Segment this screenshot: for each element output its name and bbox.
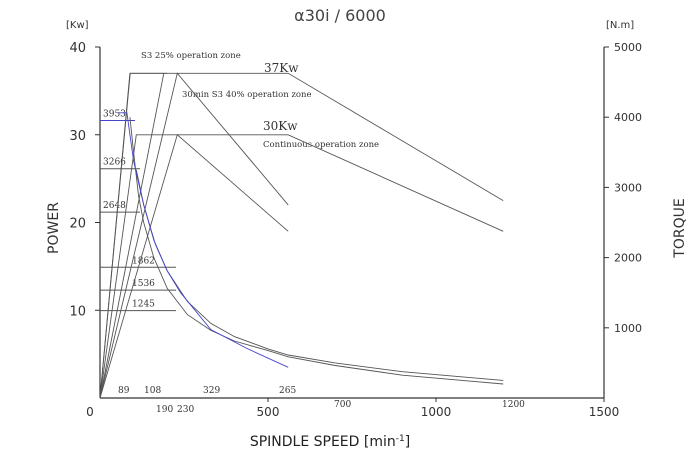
- series-layer: [99, 72, 504, 399]
- series-line-3: [99, 133, 289, 399]
- speed-label: 265: [279, 386, 296, 396]
- chart-title: α30i / 6000: [294, 6, 386, 25]
- x-axis-label: SPINDLE SPEED [min-1]: [250, 434, 410, 450]
- speed-label: 190: [156, 405, 173, 415]
- speed-label: 108: [144, 386, 161, 396]
- y-axis-label-right: TORQUE: [672, 198, 688, 258]
- y-tick-label-left: 10: [69, 304, 86, 319]
- x-axis-label-sup: -1: [396, 434, 405, 444]
- annotation-30kw: 30Kw: [263, 119, 298, 133]
- series-line-2: [99, 72, 289, 399]
- x-tick-label: 500: [257, 405, 280, 419]
- y-tick-label-left: 40: [69, 41, 86, 56]
- x-axis-label-end: ]: [405, 434, 410, 450]
- series-line-0: [99, 72, 504, 399]
- x-ticks: 0 500 1000 1500: [86, 398, 619, 419]
- torque-level-label: 1862: [132, 256, 155, 266]
- y-unit-left: [Kw]: [66, 20, 89, 31]
- y-tick-label-right: 2000: [614, 252, 642, 265]
- y-axis-label-left: POWER: [46, 202, 62, 254]
- series-line-5: [99, 73, 165, 399]
- torque-markers: 3953 3266 2648 1862 1536 1245: [100, 109, 176, 312]
- speed-label: 700: [334, 400, 351, 410]
- annotation-37kw: 37Kw: [264, 61, 299, 75]
- y-tick-label-right: 5000: [614, 41, 642, 54]
- torque-level-label: 3953: [103, 109, 126, 119]
- torque-level-label: 2648: [103, 201, 126, 211]
- x-tick-label: 1000: [421, 405, 452, 419]
- torque-level-label: 1245: [132, 300, 155, 310]
- speed-labels: 89 108 190 230 329 265 700 1200: [118, 386, 525, 415]
- series-line-1: [99, 134, 504, 399]
- speed-label: 329: [203, 386, 220, 396]
- x-tick-label: 0: [86, 405, 94, 419]
- speed-label: 230: [177, 405, 194, 415]
- series-line-6: [129, 117, 504, 385]
- series-line-8: [118, 112, 289, 368]
- y-tick-label-right: 3000: [614, 181, 642, 194]
- y-ticks-right: 1000 2000 3000 4000 5000: [604, 41, 642, 335]
- y-tick-label-left: 30: [69, 129, 86, 144]
- x-tick-label: 1500: [589, 405, 620, 419]
- torque-level-label: 3266: [103, 158, 126, 168]
- y-unit-right: [N.m]: [606, 20, 634, 31]
- x-axis-label-main: SPINDLE SPEED [min: [250, 434, 396, 450]
- speed-label: 89: [118, 386, 130, 396]
- torque-level-label: 1536: [132, 279, 155, 289]
- annotation-s3-25: S3 25% operation zone: [141, 51, 241, 61]
- series-line-4: [99, 72, 168, 399]
- y-tick-label-left: 20: [69, 217, 86, 232]
- annotation-s3-40: 30min S3 40% operation zone: [182, 90, 312, 100]
- annotation-continuous: Continuous operation zone: [263, 140, 379, 150]
- y-tick-label-right: 4000: [614, 111, 642, 124]
- y-tick-label-right: 1000: [614, 322, 642, 335]
- speed-label: 1200: [502, 400, 525, 410]
- series-line-7: [135, 169, 504, 381]
- y-ticks-left: 10 20 30 40: [69, 41, 100, 319]
